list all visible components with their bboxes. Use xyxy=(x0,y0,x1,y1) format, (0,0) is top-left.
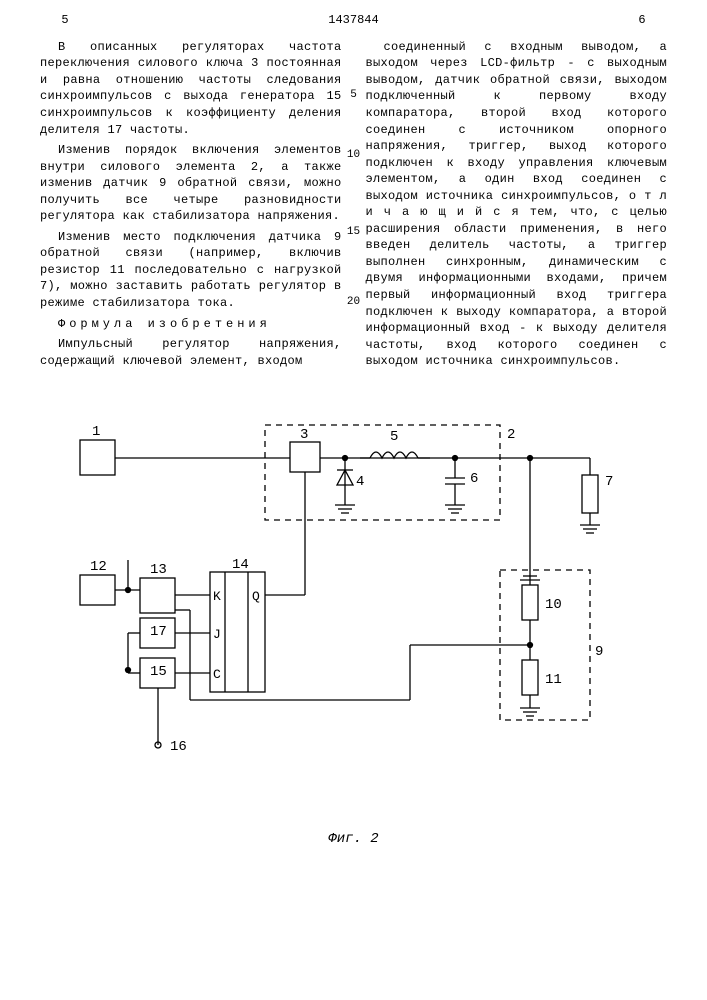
label-14: 14 xyxy=(232,557,249,573)
line-mark-15: 15 xyxy=(347,225,360,240)
pin-Q: Q xyxy=(252,589,260,604)
line-mark-10: 10 xyxy=(347,148,360,163)
label-3: 3 xyxy=(300,427,308,443)
right-page-number: 6 xyxy=(627,12,657,29)
page-header: 5 1437844 6 xyxy=(40,12,667,29)
line-mark-5: 5 xyxy=(350,88,357,103)
label-5: 5 xyxy=(390,429,398,445)
formula-title-text: Формула изобретения xyxy=(58,317,271,331)
label-12: 12 xyxy=(90,559,107,575)
label-9: 9 xyxy=(595,644,603,660)
label-1: 1 xyxy=(92,424,100,440)
label-7: 7 xyxy=(605,474,613,490)
figure-caption: Фиг. 2 xyxy=(328,830,378,850)
formula-title: Формула изобретения xyxy=(40,316,342,333)
label-17: 17 xyxy=(150,624,167,640)
label-2: 2 xyxy=(507,427,515,443)
line-mark-20: 20 xyxy=(347,295,360,310)
left-page-number: 5 xyxy=(50,12,80,29)
label-11: 11 xyxy=(545,672,562,688)
pin-J: J xyxy=(213,627,221,642)
pin-C: C xyxy=(213,667,221,682)
label-6: 6 xyxy=(470,471,478,487)
label-16: 16 xyxy=(170,739,187,755)
left-p1: В описанных регуляторах частота переключ… xyxy=(40,39,342,138)
pin-K: K xyxy=(213,589,221,604)
label-4: 4 xyxy=(356,474,364,490)
document-number: 1437844 xyxy=(328,12,378,29)
left-column: В описанных регуляторах частота переключ… xyxy=(40,39,342,374)
right-column: соединенный с входным выводом, а выходом… xyxy=(366,39,668,374)
label-15: 15 xyxy=(150,664,167,680)
label-10: 10 xyxy=(545,597,562,613)
left-p2: Изменив порядок включения элементов внут… xyxy=(40,142,342,225)
left-p3: Изменив место подключения датчика 9 обра… xyxy=(40,229,342,312)
figure-2-schematic: 1 2 3 5 xyxy=(60,410,650,810)
label-13: 13 xyxy=(150,562,167,578)
left-p4: Импульсный регулятор напряжения, содержа… xyxy=(40,336,342,369)
right-p1: соединенный с входным выводом, а выходом… xyxy=(366,39,668,370)
